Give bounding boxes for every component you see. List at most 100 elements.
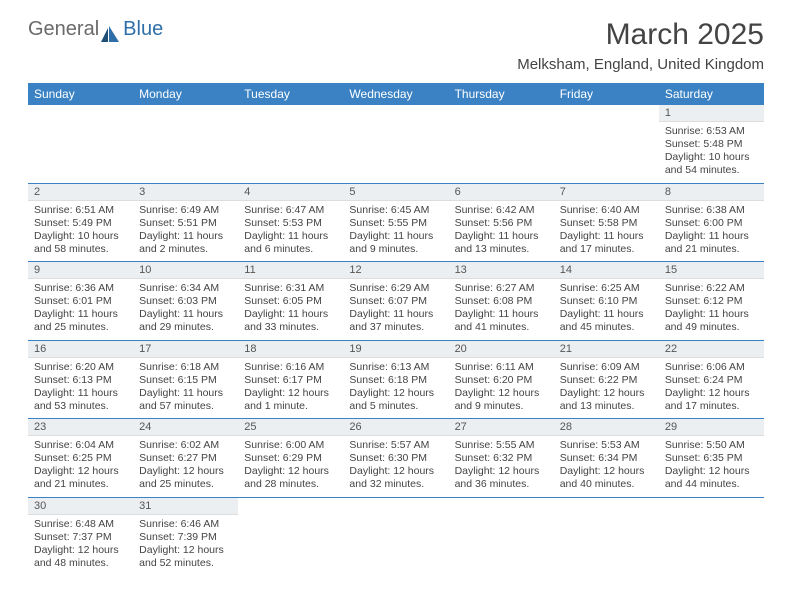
day-number: 23 bbox=[28, 419, 133, 436]
daylight-text: Daylight: 11 hours and 25 minutes. bbox=[34, 308, 127, 334]
daylight-text: Daylight: 11 hours and 33 minutes. bbox=[244, 308, 337, 334]
sunset-text: Sunset: 6:29 PM bbox=[244, 452, 337, 465]
day-details: Sunrise: 6:47 AMSunset: 5:53 PMDaylight:… bbox=[238, 201, 343, 262]
sunset-text: Sunset: 6:17 PM bbox=[244, 374, 337, 387]
day-details: Sunrise: 6:31 AMSunset: 6:05 PMDaylight:… bbox=[238, 279, 343, 340]
calendar-day-cell: 12Sunrise: 6:29 AMSunset: 6:07 PMDayligh… bbox=[343, 262, 448, 341]
day-details: Sunrise: 6:13 AMSunset: 6:18 PMDaylight:… bbox=[343, 358, 448, 419]
day-number: 7 bbox=[554, 184, 659, 201]
day-number: 4 bbox=[238, 184, 343, 201]
daylight-text: Daylight: 12 hours and 21 minutes. bbox=[34, 465, 127, 491]
day-number: 20 bbox=[449, 341, 554, 358]
location: Melksham, England, United Kingdom bbox=[517, 56, 764, 73]
daylight-text: Daylight: 11 hours and 49 minutes. bbox=[665, 308, 758, 334]
calendar-week-row: 9Sunrise: 6:36 AMSunset: 6:01 PMDaylight… bbox=[28, 262, 764, 341]
sunset-text: Sunset: 6:32 PM bbox=[455, 452, 548, 465]
sunrise-text: Sunrise: 6:27 AM bbox=[455, 282, 548, 295]
day-header: Wednesday bbox=[343, 83, 448, 105]
calendar-week-row: 16Sunrise: 6:20 AMSunset: 6:13 PMDayligh… bbox=[28, 340, 764, 419]
month-title: March 2025 bbox=[517, 18, 764, 52]
day-details: Sunrise: 6:40 AMSunset: 5:58 PMDaylight:… bbox=[554, 201, 659, 262]
sunset-text: Sunset: 6:35 PM bbox=[665, 452, 758, 465]
day-details: Sunrise: 6:18 AMSunset: 6:15 PMDaylight:… bbox=[133, 358, 238, 419]
day-number bbox=[554, 498, 659, 502]
day-details: Sunrise: 6:27 AMSunset: 6:08 PMDaylight:… bbox=[449, 279, 554, 340]
sunrise-text: Sunrise: 6:46 AM bbox=[139, 518, 232, 531]
calendar-day-cell: 23Sunrise: 6:04 AMSunset: 6:25 PMDayligh… bbox=[28, 419, 133, 498]
sunrise-text: Sunrise: 6:48 AM bbox=[34, 518, 127, 531]
sunrise-text: Sunrise: 6:45 AM bbox=[349, 204, 442, 217]
day-details: Sunrise: 6:36 AMSunset: 6:01 PMDaylight:… bbox=[28, 279, 133, 340]
calendar-day-cell: 3 Sunrise: 6:49 AMSunset: 5:51 PMDaylight… bbox=[133, 183, 238, 262]
sunrise-text: Sunrise: 6:02 AM bbox=[139, 439, 232, 452]
day-number: 3 bbox=[133, 184, 238, 201]
sunrise-text: Sunrise: 5:50 AM bbox=[665, 439, 758, 452]
daylight-text: Daylight: 12 hours and 48 minutes. bbox=[34, 544, 127, 570]
calendar-day-cell: 21Sunrise: 6:09 AMSunset: 6:22 PMDayligh… bbox=[554, 340, 659, 419]
day-details: Sunrise: 6:11 AMSunset: 6:20 PMDaylight:… bbox=[449, 358, 554, 419]
sunset-text: Sunset: 6:15 PM bbox=[139, 374, 232, 387]
day-details: Sunrise: 6:09 AMSunset: 6:22 PMDaylight:… bbox=[554, 358, 659, 419]
brand-part2: Blue bbox=[123, 18, 163, 41]
calendar-day-cell: 20Sunrise: 6:11 AMSunset: 6:20 PMDayligh… bbox=[449, 340, 554, 419]
sunrise-text: Sunrise: 6:40 AM bbox=[560, 204, 653, 217]
calendar-day-cell bbox=[238, 497, 343, 575]
calendar-day-cell: 30Sunrise: 6:48 AMSunset: 7:37 PMDayligh… bbox=[28, 497, 133, 575]
calendar-day-cell: 24Sunrise: 6:02 AMSunset: 6:27 PMDayligh… bbox=[133, 419, 238, 498]
calendar-day-cell bbox=[238, 105, 343, 183]
day-header: Sunday bbox=[28, 83, 133, 105]
sunset-text: Sunset: 6:08 PM bbox=[455, 295, 548, 308]
daylight-text: Daylight: 12 hours and 1 minute. bbox=[244, 387, 337, 413]
sunrise-text: Sunrise: 6:22 AM bbox=[665, 282, 758, 295]
day-number: 24 bbox=[133, 419, 238, 436]
brand-part1: General bbox=[28, 18, 99, 41]
day-number: 16 bbox=[28, 341, 133, 358]
day-number: 17 bbox=[133, 341, 238, 358]
calendar-day-cell: 22Sunrise: 6:06 AMSunset: 6:24 PMDayligh… bbox=[659, 340, 764, 419]
calendar-day-cell: 8Sunrise: 6:38 AMSunset: 6:00 PMDaylight… bbox=[659, 183, 764, 262]
sunrise-text: Sunrise: 6:04 AM bbox=[34, 439, 127, 452]
sunset-text: Sunset: 5:51 PM bbox=[139, 217, 232, 230]
calendar-day-cell bbox=[449, 497, 554, 575]
sunrise-text: Sunrise: 6:20 AM bbox=[34, 361, 127, 374]
sunrise-text: Sunrise: 6:18 AM bbox=[139, 361, 232, 374]
day-details: Sunrise: 6:48 AMSunset: 7:37 PMDaylight:… bbox=[28, 515, 133, 576]
calendar-day-cell: 19Sunrise: 6:13 AMSunset: 6:18 PMDayligh… bbox=[343, 340, 448, 419]
sunrise-text: Sunrise: 5:53 AM bbox=[560, 439, 653, 452]
daylight-text: Daylight: 11 hours and 45 minutes. bbox=[560, 308, 653, 334]
day-number bbox=[238, 105, 343, 109]
sunrise-text: Sunrise: 6:51 AM bbox=[34, 204, 127, 217]
daylight-text: Daylight: 11 hours and 13 minutes. bbox=[455, 230, 548, 256]
day-number: 11 bbox=[238, 262, 343, 279]
day-header: Monday bbox=[133, 83, 238, 105]
day-number: 13 bbox=[449, 262, 554, 279]
day-details: Sunrise: 6:51 AMSunset: 5:49 PMDaylight:… bbox=[28, 201, 133, 262]
daylight-text: Daylight: 12 hours and 13 minutes. bbox=[560, 387, 653, 413]
day-number: 30 bbox=[28, 498, 133, 515]
day-details: Sunrise: 6:53 AMSunset: 5:48 PMDaylight:… bbox=[659, 122, 764, 183]
daylight-text: Daylight: 12 hours and 44 minutes. bbox=[665, 465, 758, 491]
daylight-text: Daylight: 11 hours and 21 minutes. bbox=[665, 230, 758, 256]
daylight-text: Daylight: 11 hours and 2 minutes. bbox=[139, 230, 232, 256]
daylight-text: Daylight: 11 hours and 57 minutes. bbox=[139, 387, 232, 413]
day-number bbox=[238, 498, 343, 502]
daylight-text: Daylight: 11 hours and 53 minutes. bbox=[34, 387, 127, 413]
calendar-day-cell bbox=[659, 497, 764, 575]
sunrise-text: Sunrise: 6:34 AM bbox=[139, 282, 232, 295]
day-number: 19 bbox=[343, 341, 448, 358]
day-details: Sunrise: 6:29 AMSunset: 6:07 PMDaylight:… bbox=[343, 279, 448, 340]
sunset-text: Sunset: 5:49 PM bbox=[34, 217, 127, 230]
calendar-day-cell: 4Sunrise: 6:47 AMSunset: 5:53 PMDaylight… bbox=[238, 183, 343, 262]
calendar-day-cell: 15Sunrise: 6:22 AMSunset: 6:12 PMDayligh… bbox=[659, 262, 764, 341]
calendar-day-cell: 28Sunrise: 5:53 AMSunset: 6:34 PMDayligh… bbox=[554, 419, 659, 498]
calendar-day-cell: 6Sunrise: 6:42 AMSunset: 5:56 PMDaylight… bbox=[449, 183, 554, 262]
calendar-day-cell: 16Sunrise: 6:20 AMSunset: 6:13 PMDayligh… bbox=[28, 340, 133, 419]
sunrise-text: Sunrise: 6:49 AM bbox=[139, 204, 232, 217]
day-number bbox=[343, 105, 448, 109]
sunrise-text: Sunrise: 6:11 AM bbox=[455, 361, 548, 374]
day-number bbox=[449, 105, 554, 109]
calendar-day-cell: 26Sunrise: 5:57 AMSunset: 6:30 PMDayligh… bbox=[343, 419, 448, 498]
calendar-week-row: 2Sunrise: 6:51 AMSunset: 5:49 PMDaylight… bbox=[28, 183, 764, 262]
sunrise-text: Sunrise: 6:53 AM bbox=[665, 125, 758, 138]
day-number: 27 bbox=[449, 419, 554, 436]
